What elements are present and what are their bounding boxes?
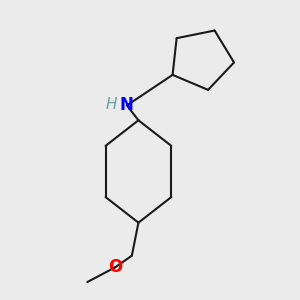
Text: O: O	[108, 258, 122, 276]
Text: H: H	[105, 97, 117, 112]
Text: N: N	[120, 96, 134, 114]
